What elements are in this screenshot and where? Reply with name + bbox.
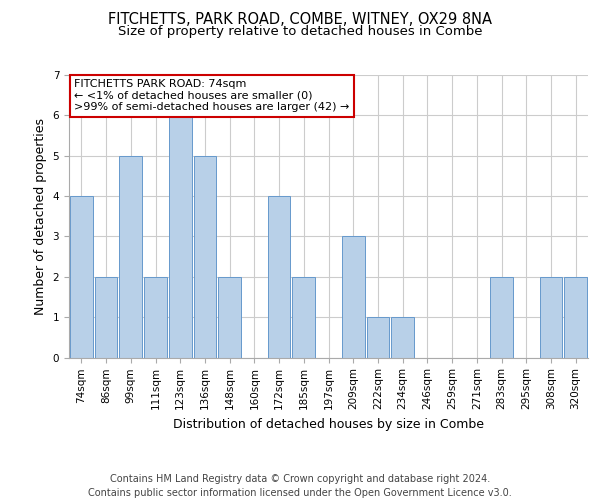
Bar [292, 277, 315, 357]
Bar [119, 156, 142, 358]
Y-axis label: Number of detached properties: Number of detached properties [34, 118, 47, 315]
Bar [564, 277, 587, 357]
Text: Contains HM Land Registry data © Crown copyright and database right 2024.
Contai: Contains HM Land Registry data © Crown c… [88, 474, 512, 498]
Bar [539, 277, 562, 357]
Bar [490, 277, 513, 357]
Bar [268, 196, 290, 358]
Bar [218, 277, 241, 357]
X-axis label: Distribution of detached houses by size in Combe: Distribution of detached houses by size … [173, 418, 484, 430]
Bar [144, 277, 167, 357]
Bar [169, 116, 191, 358]
Bar [194, 156, 216, 358]
Bar [367, 317, 389, 358]
Bar [95, 277, 118, 357]
Bar [391, 317, 414, 358]
Text: Size of property relative to detached houses in Combe: Size of property relative to detached ho… [118, 25, 482, 38]
Text: FITCHETTS PARK ROAD: 74sqm
← <1% of detached houses are smaller (0)
>99% of semi: FITCHETTS PARK ROAD: 74sqm ← <1% of deta… [74, 79, 350, 112]
Bar [342, 236, 365, 358]
Bar [70, 196, 93, 358]
Text: FITCHETTS, PARK ROAD, COMBE, WITNEY, OX29 8NA: FITCHETTS, PARK ROAD, COMBE, WITNEY, OX2… [108, 12, 492, 28]
